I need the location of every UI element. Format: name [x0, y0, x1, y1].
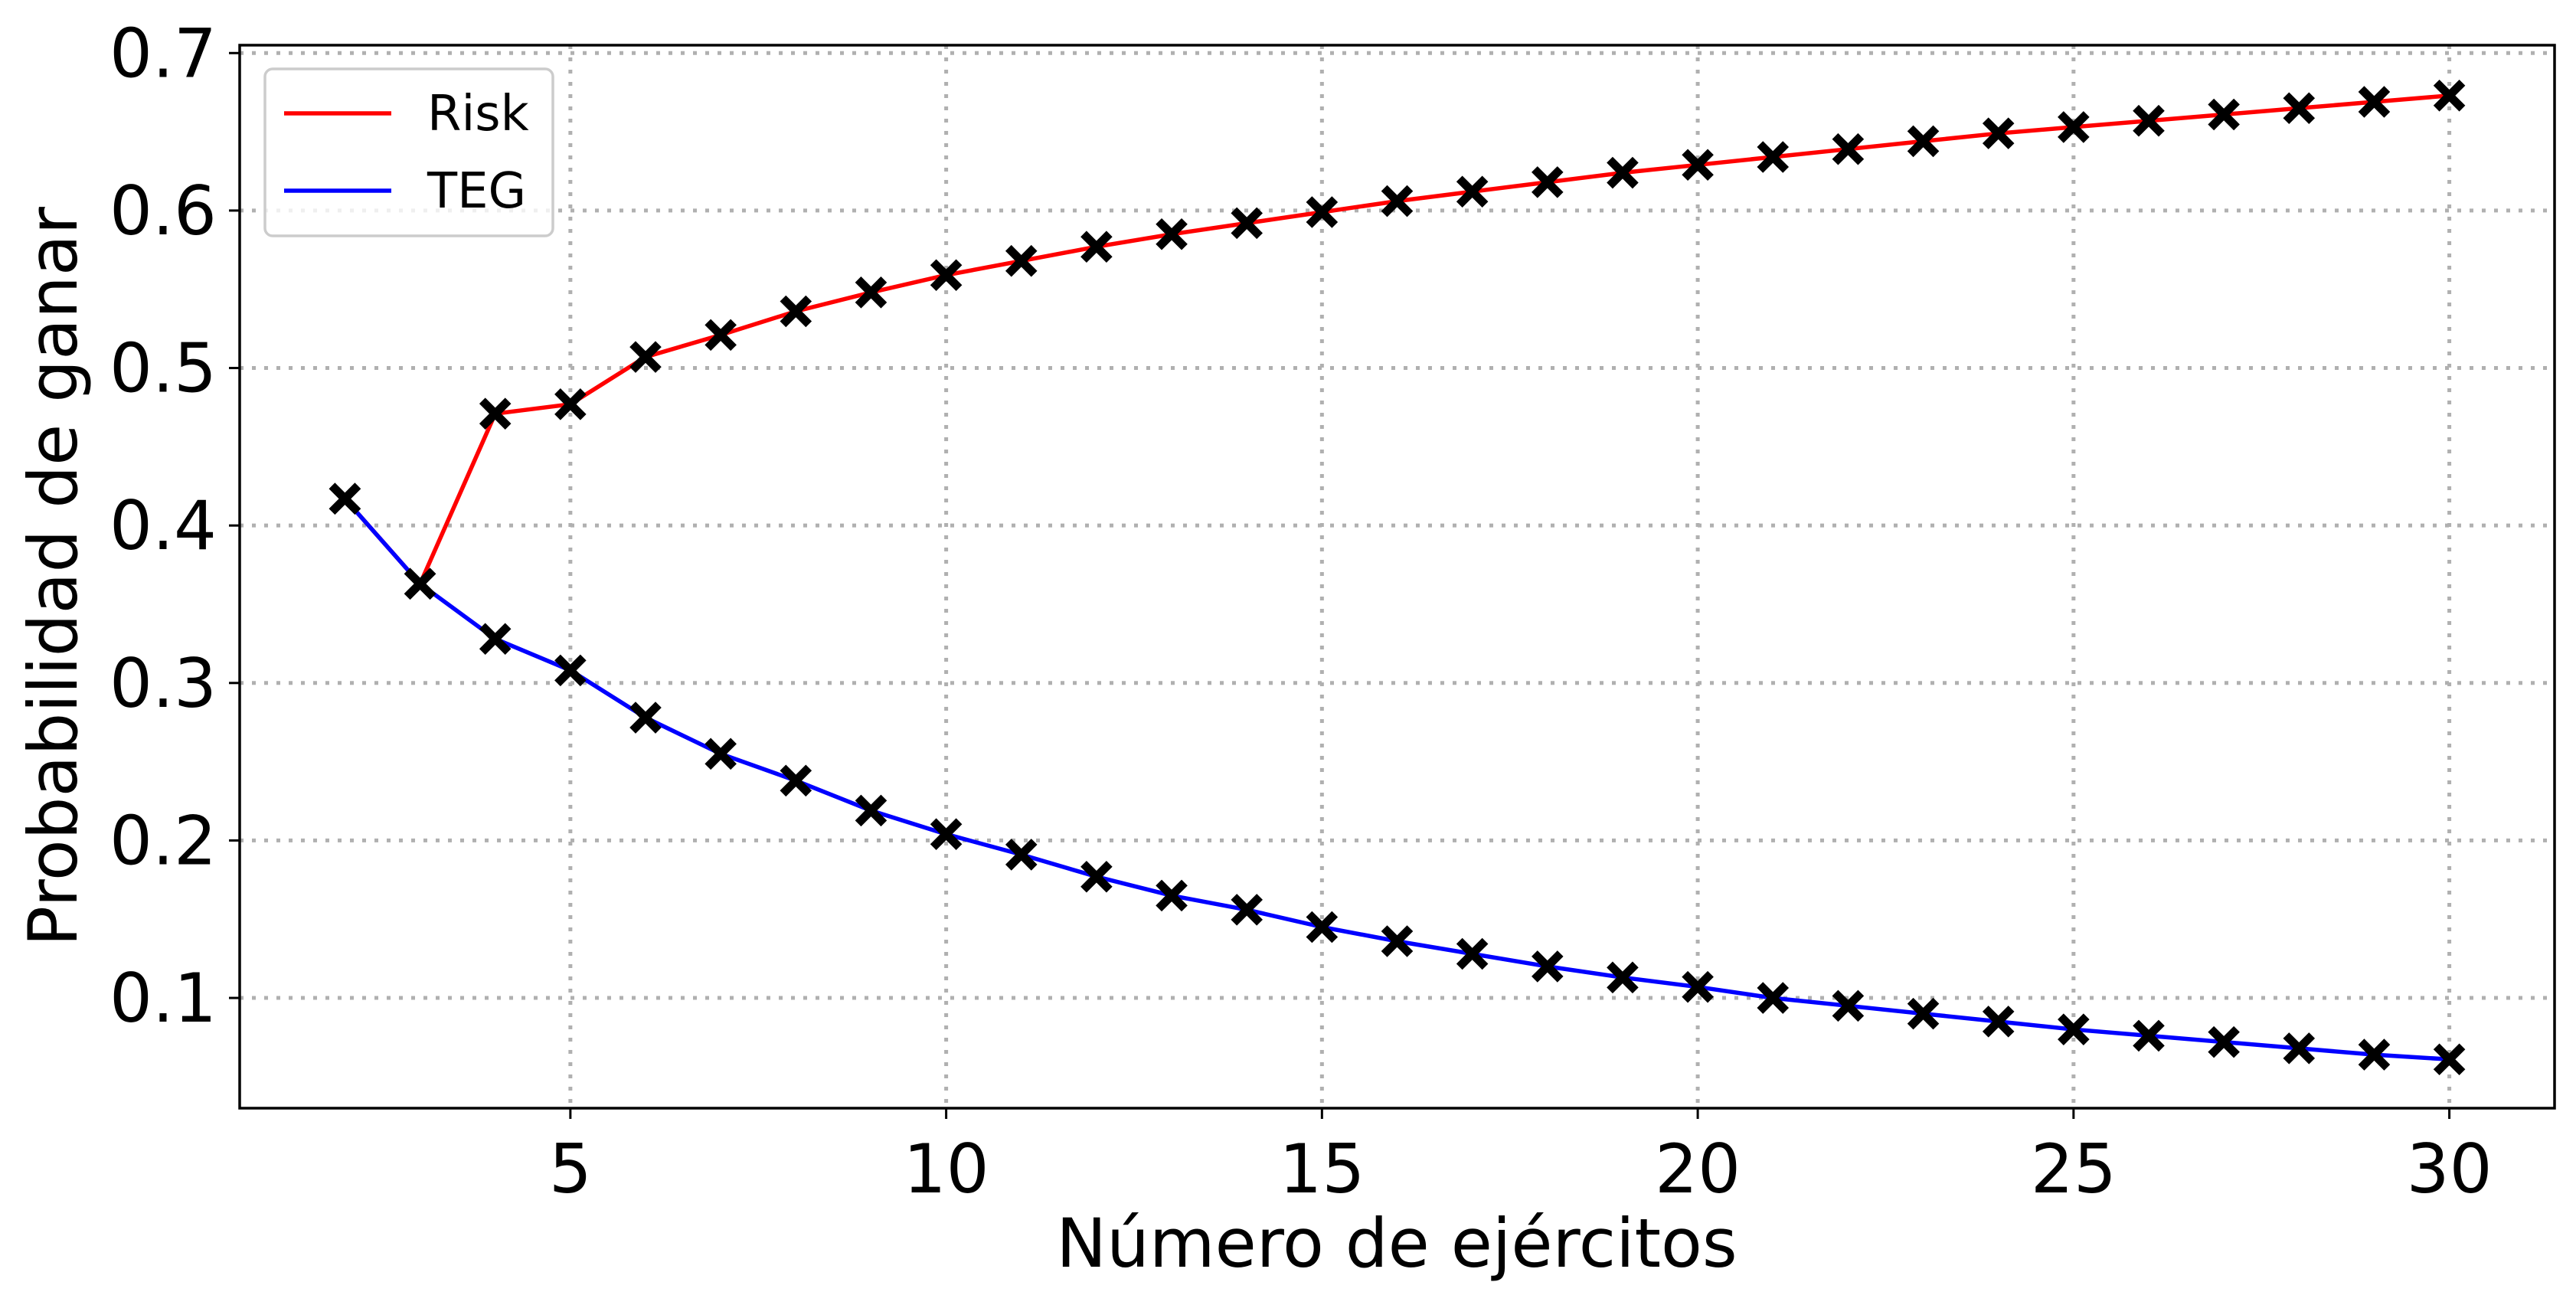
data-point-risk — [2283, 92, 2316, 125]
legend-label-teg: TEG — [427, 163, 526, 220]
data-point-teg — [329, 482, 361, 515]
data-point-teg — [1682, 970, 1714, 1003]
data-point-teg — [2208, 1025, 2240, 1058]
data-point-risk — [704, 319, 737, 352]
data-point-risk — [2058, 111, 2090, 143]
data-point-teg — [2283, 1032, 2316, 1065]
data-point-risk — [1757, 141, 1790, 173]
data-point-risk — [1381, 185, 1414, 218]
data-point-risk — [1456, 175, 1489, 208]
y-tick-label: 0.5 — [110, 329, 217, 408]
data-point-teg — [1832, 989, 1865, 1022]
data-point-teg — [2058, 1013, 2090, 1045]
data-point-risk — [2133, 104, 2165, 137]
y-tick-label: 0.2 — [110, 801, 217, 880]
data-point-risk — [1005, 244, 1038, 277]
data-point-teg — [704, 738, 737, 770]
data-point-teg — [780, 764, 812, 797]
data-point-teg — [629, 702, 662, 734]
data-point-risk — [1907, 125, 1940, 158]
data-point-risk — [1682, 149, 1714, 182]
legend: Risk TEG — [263, 67, 554, 237]
data-point-teg — [930, 818, 963, 850]
data-point-risk — [1607, 156, 1639, 189]
data-point-teg — [2433, 1043, 2466, 1076]
data-point-teg — [1907, 997, 1940, 1030]
x-tick-label: 20 — [1655, 1130, 1741, 1209]
x-tick-label: 25 — [2031, 1130, 2117, 1209]
data-point-teg — [554, 654, 587, 687]
y-tick-label: 0.3 — [110, 644, 217, 723]
y-tick-label: 0.4 — [110, 486, 217, 565]
data-point-risk — [1532, 166, 1564, 198]
data-point-risk — [2433, 80, 2466, 112]
x-axis-label: Número de ejércitos — [1056, 1204, 1737, 1283]
data-point-teg — [1231, 894, 1263, 926]
data-point-teg — [404, 567, 436, 600]
data-point-teg — [1381, 925, 1414, 957]
data-point-risk — [629, 341, 662, 373]
y-tick-label: 0.7 — [110, 14, 217, 93]
data-point-risk — [1231, 207, 1263, 240]
data-point-risk — [780, 295, 812, 328]
y-axis-label: Probabilidad de ganar — [14, 206, 93, 947]
y-tick-label: 0.1 — [110, 959, 217, 1038]
data-point-teg — [1456, 937, 1489, 970]
data-point-risk — [1080, 231, 1113, 263]
data-point-teg — [1306, 911, 1339, 944]
data-point-risk — [1156, 218, 1188, 250]
data-point-risk — [1306, 196, 1339, 228]
x-tick-label: 5 — [549, 1130, 592, 1209]
data-point-teg — [2133, 1019, 2165, 1052]
data-point-risk — [930, 259, 963, 291]
data-point-teg — [1005, 839, 1038, 871]
data-point-risk — [1832, 132, 1865, 165]
plot-frame — [238, 44, 2556, 1110]
data-point-teg — [1982, 1006, 2015, 1038]
data-point-teg — [1607, 961, 1639, 994]
axis-ticks: 5 10 15 20 25 30 0.1 0.2 0.3 0.4 0.5 0.6 0.7 — [110, 14, 2493, 1209]
data-point-teg — [2358, 1038, 2391, 1071]
data-markers — [329, 80, 2466, 1076]
data-point-teg — [479, 623, 512, 656]
x-tick-label: 10 — [904, 1130, 989, 1209]
data-point-teg — [855, 794, 888, 827]
data-point-risk — [1982, 117, 2015, 149]
data-point-risk — [554, 388, 587, 420]
data-point-teg — [1532, 950, 1564, 983]
data-point-teg — [1757, 982, 1790, 1014]
data-point-risk — [2208, 98, 2240, 131]
legend-box — [263, 67, 554, 237]
legend-label-risk: Risk — [427, 86, 529, 142]
y-tick-label: 0.6 — [110, 172, 217, 250]
data-point-risk — [2358, 86, 2391, 118]
data-point-risk — [855, 276, 888, 309]
x-tick-label: 15 — [1279, 1130, 1365, 1209]
data-point-teg — [1156, 879, 1188, 912]
data-point-risk — [479, 397, 512, 430]
data-point-teg — [1080, 860, 1113, 893]
x-tick-label: 30 — [2407, 1130, 2493, 1209]
